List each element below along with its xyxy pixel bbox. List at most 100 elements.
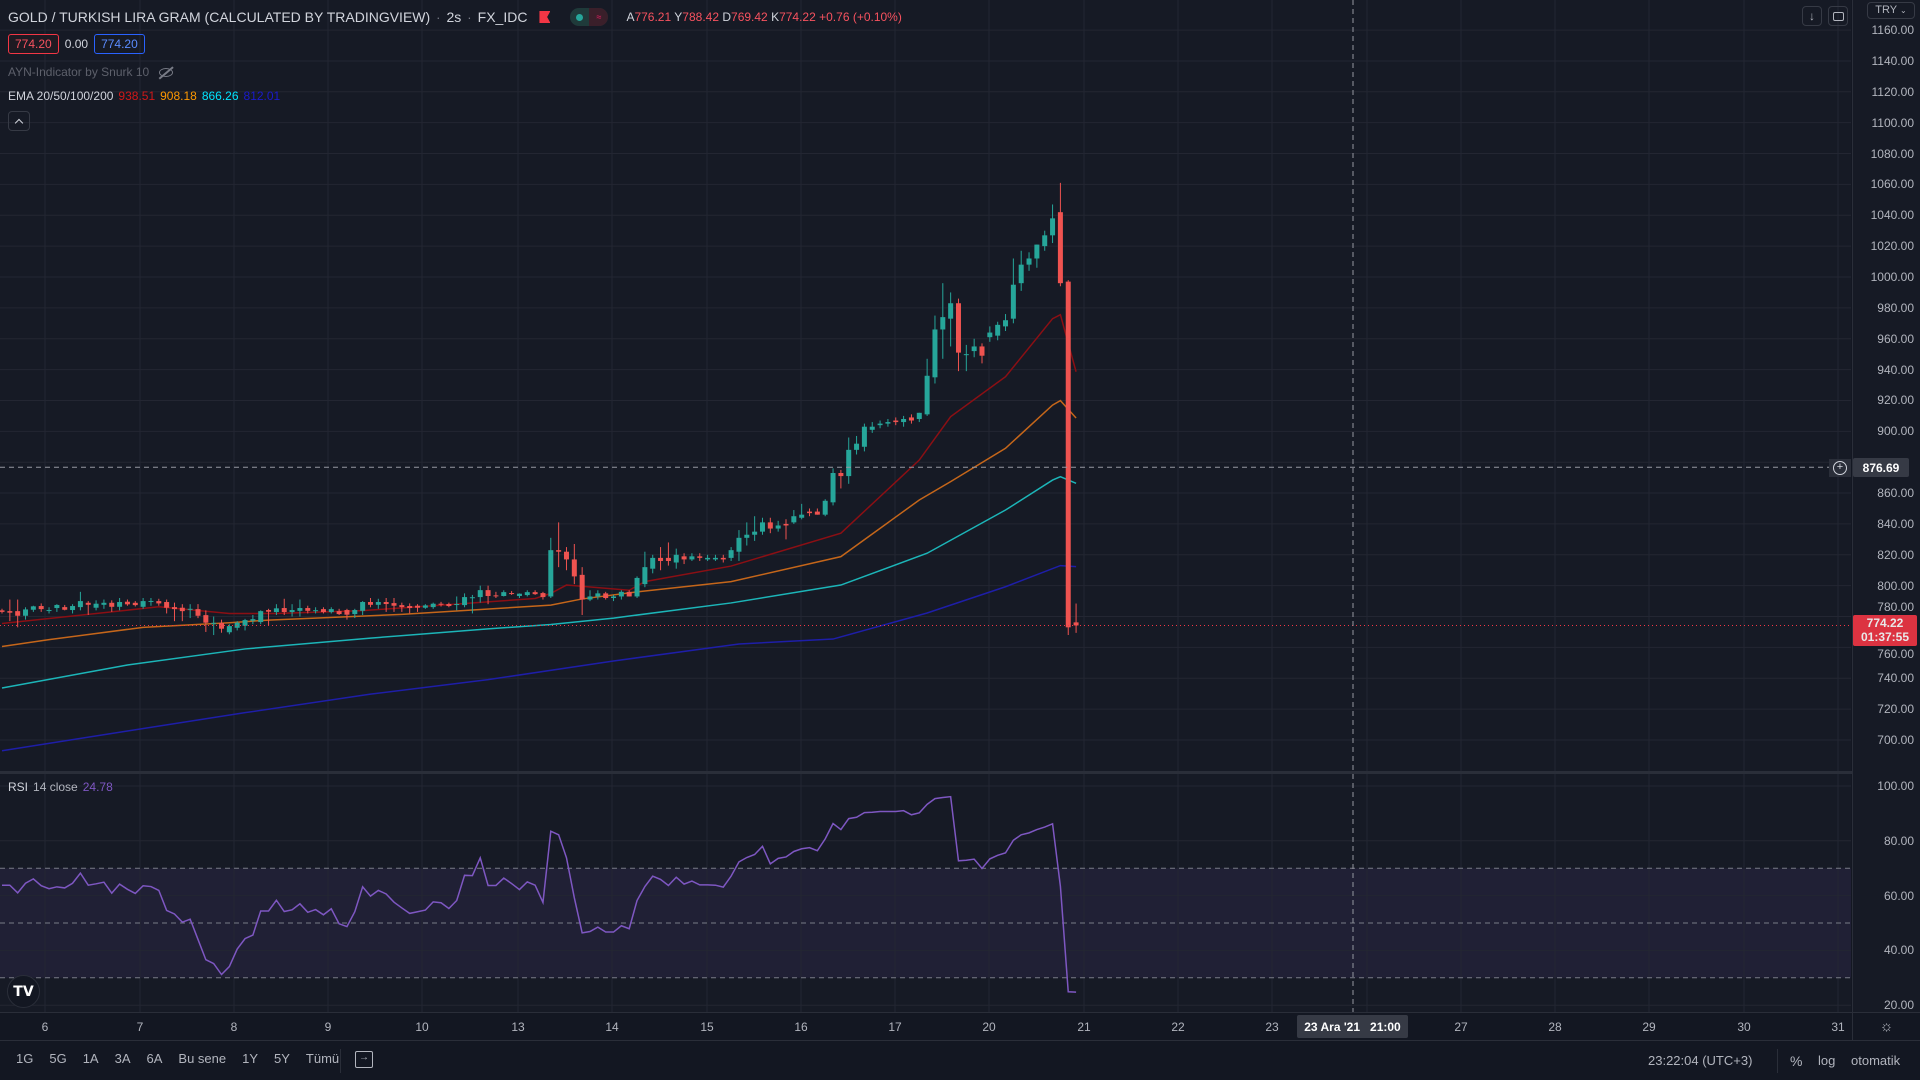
hidden-indicator-legend[interactable]: AYN-Indicator by Snurk 10	[8, 65, 174, 79]
candle-body	[877, 423, 883, 426]
candle-body	[775, 525, 781, 529]
price-tick-label: 800.00	[1877, 578, 1914, 593]
candle-body	[469, 597, 475, 599]
time-tick-label: 16	[794, 1020, 808, 1034]
candle-body	[77, 601, 83, 608]
candle-body	[736, 537, 742, 552]
candle-body	[1003, 320, 1009, 327]
candle-body	[258, 611, 264, 623]
candle-body	[422, 605, 428, 608]
candle-body	[140, 601, 146, 607]
candle-body	[948, 303, 954, 319]
candle-body	[846, 449, 852, 477]
candle-body	[901, 418, 907, 423]
candle-body	[548, 550, 554, 597]
pane-separator[interactable]	[0, 771, 1920, 774]
ema-line-ema20	[1, 313, 1077, 625]
chart-settings-button[interactable]: ☼	[1852, 1013, 1920, 1040]
candle-body	[634, 577, 640, 597]
candle-body	[1057, 212, 1063, 284]
log-scale-toggle[interactable]: log	[1818, 1053, 1836, 1068]
auto-scale-toggle[interactable]: otomatik	[1851, 1053, 1901, 1068]
currency-selector[interactable]: TRY ⌄	[1867, 2, 1915, 19]
flag-icon[interactable]	[539, 11, 551, 23]
eye-off-icon[interactable]	[158, 65, 174, 79]
go-to-date-calendar-icon[interactable]: →	[355, 1051, 373, 1068]
candle-body	[705, 557, 711, 560]
candle-body	[689, 556, 695, 560]
candle-body	[869, 426, 875, 430]
range-button[interactable]: 3A	[114, 1051, 131, 1066]
open-label: A	[626, 10, 635, 24]
sell-button[interactable]: 774.20	[8, 34, 59, 54]
separator-dot: ·	[436, 9, 441, 25]
market-status-toggle[interactable]: ≈	[570, 8, 609, 26]
fullscreen-button[interactable]	[1828, 6, 1848, 26]
candle-body	[1034, 244, 1040, 259]
candle-body	[383, 602, 389, 605]
candle-body	[822, 500, 828, 515]
candle-body	[93, 603, 99, 608]
candle-body	[320, 609, 326, 613]
candle-body	[532, 592, 538, 595]
range-button[interactable]: Tümü	[305, 1051, 340, 1066]
range-button[interactable]: 5G	[49, 1051, 67, 1066]
candle-body	[234, 622, 240, 628]
candle-body	[1010, 284, 1016, 319]
candle-body	[658, 557, 664, 561]
range-button[interactable]: 1G	[16, 1051, 34, 1066]
interval-label[interactable]: 2s	[446, 9, 462, 25]
close-label: K	[771, 10, 780, 24]
range-button[interactable]: 1A	[82, 1051, 99, 1066]
price-axis[interactable]: 1160.00 1140.00 1120.00 1100.00 1080.00 1060.…	[1852, 0, 1920, 1012]
candle-body	[187, 608, 193, 610]
rsi-legend[interactable]: RSI 14 close 24.78	[8, 780, 113, 794]
time-tick-label: 6	[41, 1020, 49, 1034]
time-axis[interactable]: 6 7 8 9 10 13 14 15 16 17 20 21 22 23 27 28 29 30 31 23 Ar…	[0, 1012, 1920, 1041]
price-tick-label: 780.00	[1877, 600, 1914, 614]
price-tick-label: 960.00	[1877, 331, 1914, 346]
candle-body	[728, 550, 734, 558]
range-button[interactable]: Bu sene	[178, 1051, 227, 1066]
timezone-clock[interactable]: 23:22:04 (UTC+3)	[1648, 1053, 1753, 1068]
rsi-params: 14 close	[33, 780, 78, 794]
indicator-name: AYN-Indicator by Snurk 10	[8, 65, 150, 79]
candle-body	[242, 620, 248, 626]
add-alert-button[interactable]: +	[1829, 459, 1851, 477]
candle-body	[101, 602, 107, 605]
range-button[interactable]: 1Y	[242, 1051, 259, 1066]
rsi-pane[interactable]: RSI 14 close 24.78 TV	[0, 774, 1851, 1012]
price-tick-label: 1040.00	[1870, 208, 1914, 223]
candle-body	[132, 602, 138, 606]
price-chart[interactable]	[0, 0, 1851, 771]
buy-button[interactable]: 774.20	[94, 34, 145, 54]
candle-body	[1073, 622, 1079, 626]
candle-body	[626, 591, 632, 597]
candle-body	[30, 606, 36, 610]
ema-legend[interactable]: EMA 20/50/100/200 938.51 908.18 866.26 8…	[8, 89, 280, 103]
time-tick-label: 13	[511, 1020, 525, 1034]
candle-body	[681, 556, 687, 560]
candle-body	[540, 593, 546, 598]
high-value: 788.42	[682, 10, 719, 24]
candle-body	[219, 623, 225, 629]
candle-body	[156, 601, 162, 604]
time-tick-label: 14	[605, 1020, 619, 1034]
symbol-title[interactable]: GOLD / TURKISH LIRA GRAM (CALCULATED BY …	[8, 9, 431, 25]
range-button[interactable]: 5Y	[274, 1051, 290, 1066]
candle-body	[783, 523, 789, 526]
rsi-chart[interactable]	[0, 774, 1851, 1012]
price-tick-label: 1140.00	[1871, 53, 1915, 68]
time-tick-label: 28	[1548, 1020, 1562, 1034]
wave-icon: ≈	[589, 8, 609, 26]
scroll-to-latest-button[interactable]: ↓	[1802, 6, 1822, 26]
main-chart-pane[interactable]: GOLD / TURKISH LIRA GRAM (CALCULATED BY …	[0, 0, 1851, 771]
range-button[interactable]: 6A	[146, 1051, 163, 1066]
price-tick-label: 1000.00	[1870, 270, 1914, 284]
crosshair-date: 23 Ara '21	[1304, 1019, 1361, 1034]
collapse-legend-button[interactable]	[8, 111, 30, 131]
candle-body	[759, 522, 765, 532]
candle-body	[501, 592, 507, 597]
percent-scale-toggle[interactable]: %	[1790, 1053, 1803, 1069]
tradingview-logo-icon[interactable]: TV	[7, 975, 40, 1008]
